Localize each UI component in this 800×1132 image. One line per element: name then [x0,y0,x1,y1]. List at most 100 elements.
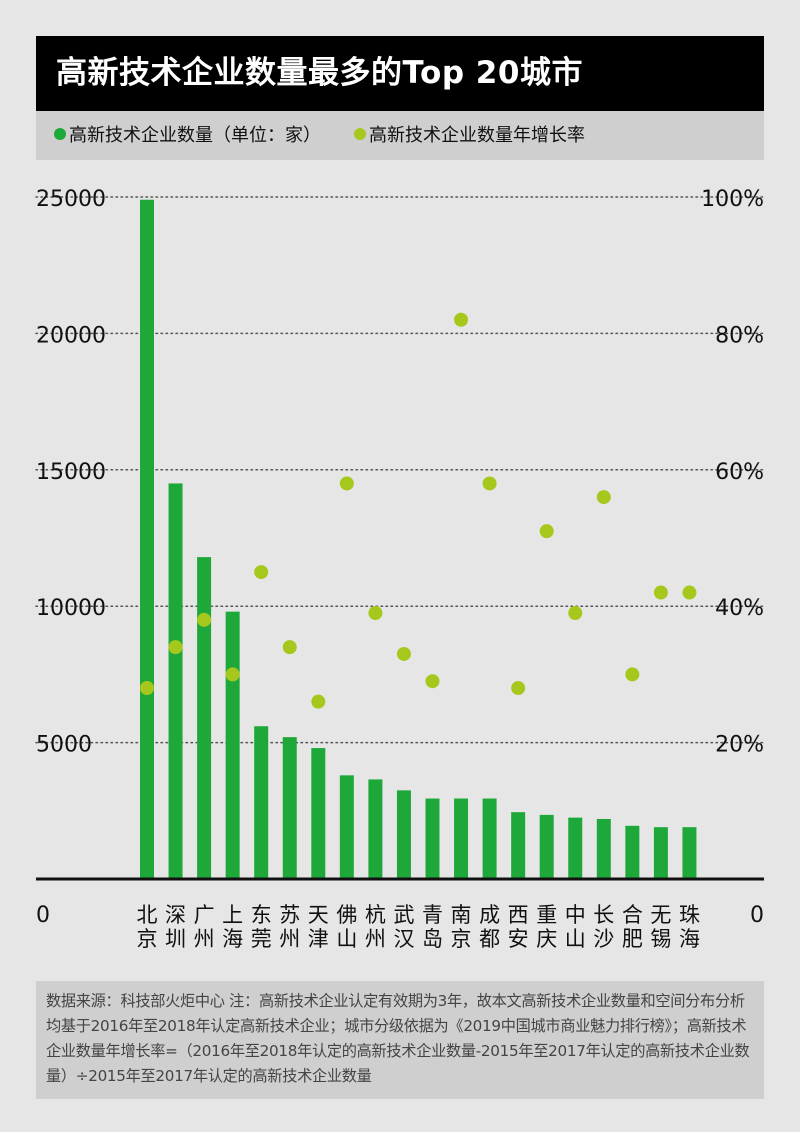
category-label: 北 [137,903,158,927]
y-right-tick-label: 0 [750,903,764,928]
y-right-tick-label: 60% [715,460,764,485]
category-label: 苏 [279,903,300,927]
growth-rate-dot [197,612,212,627]
legend: 高新技术企业数量（单位：家） 高新技术企业数量年增长率 [36,111,764,160]
y-left-tick-label: 15000 [36,460,106,485]
footnote-text: 数据来源：科技部火炬中心 注：高新技术企业认定有效期为3年，故本文高新技术企业数… [46,992,750,1085]
y-right-tick-label: 20% [715,733,764,758]
category-label: 锡 [650,927,671,951]
growth-rate-dot [568,606,583,621]
legend-item-bar: 高新技术企业数量（单位：家） [54,111,321,160]
legend-bar-label: 高新技术企业数量（单位：家） [69,125,321,146]
growth-rate-dot [311,694,326,709]
category-label: 青 [422,903,443,927]
category-label: 海 [222,927,243,951]
category-label: 山 [565,927,586,951]
category-label: 深 [165,903,186,927]
growth-rate-dot [625,667,640,682]
growth-rate-dot [539,524,554,539]
bar [425,798,440,879]
bar [311,748,326,879]
bar [653,827,668,879]
growth-rate-dot [282,640,297,655]
category-label: 都 [479,927,500,951]
category-label: 莞 [251,927,272,951]
bar [225,611,240,879]
bar [482,798,497,879]
bar [396,790,411,879]
title-bar: 高新技术企业数量最多的Top 20城市 [36,36,764,111]
growth-rate-dot [682,585,697,600]
category-label: 珠 [679,903,700,927]
growth-rate-dot [396,646,411,661]
footnote: 数据来源：科技部火炬中心 注：高新技术企业认定有效期为3年，故本文高新技术企业数… [36,981,764,1099]
bar [282,737,297,879]
legend-dot-label: 高新技术企业数量年增长率 [369,125,585,146]
bar [625,825,640,879]
growth-rate-dot [596,490,611,505]
bar [140,199,154,879]
growth-rate-dot [482,476,497,491]
growth-rate-dot [168,640,183,655]
bar [454,798,469,879]
y-left-tick-label: 20000 [36,323,106,348]
category-label: 汉 [393,927,414,951]
growth-rate-dot [653,585,668,600]
bar [368,779,383,879]
growth-rate-dot [368,606,383,621]
category-label: 岛 [422,927,443,951]
y-left-tick-label: 10000 [36,596,106,621]
category-label: 京 [451,927,472,951]
growth-rate-dot [511,681,526,696]
y-left-tick-label: 5000 [36,733,92,758]
category-label: 杭 [365,903,386,927]
category-label: 安 [508,927,529,951]
category-label: 西 [508,903,529,927]
legend-growth-dot-icon [354,128,366,140]
bar [168,483,183,879]
category-label: 庆 [536,927,557,951]
category-label: 海 [679,927,700,951]
growth-rate-dot [254,565,269,580]
category-label: 无 [650,903,671,927]
bar [197,557,212,879]
bar [254,726,269,879]
category-label: 南 [451,903,472,927]
category-label: 京 [137,927,158,951]
category-label: 长 [593,903,614,927]
bar [682,827,697,879]
legend-bar-dot-icon [54,128,66,140]
y-left-tick-label: 25000 [36,187,106,212]
category-label: 山 [336,927,357,951]
y-right-tick-label: 80% [715,323,764,348]
category-label: 沙 [593,927,614,951]
category-label: 合 [622,903,643,927]
category-label: 成 [479,903,500,927]
y-right-tick-label: 100% [701,187,764,212]
category-label: 中 [565,903,586,927]
category-label: 州 [194,927,215,951]
bar [539,814,554,879]
category-label: 天 [308,903,329,927]
y-left-tick-label: 0 [36,903,50,928]
category-label: 津 [308,927,329,951]
category-label: 佛 [336,903,357,927]
y-right-tick-label: 40% [715,596,764,621]
bar [339,775,354,879]
bar [511,812,526,879]
growth-rate-dot [225,667,240,682]
growth-rate-dot [339,476,354,491]
chart-area: 0 5000 10000 15000 20000 25000 0 20% 40% 60% 80% 10… [35,187,765,951]
category-label: 重 [536,903,557,927]
legend-item-dot: 高新技术企业数量年增长率 [354,111,585,160]
category-label: 州 [365,927,386,951]
bar [596,818,611,879]
category-label: 广 [194,903,215,927]
category-label: 肥 [622,927,643,951]
category-label: 圳 [165,927,186,951]
growth-rate-dot [140,681,154,696]
chart-title: 高新技术企业数量最多的Top 20城市 [56,55,583,91]
category-label: 州 [279,927,300,951]
category-label: 上 [222,903,243,927]
growth-rate-dot [454,312,469,327]
